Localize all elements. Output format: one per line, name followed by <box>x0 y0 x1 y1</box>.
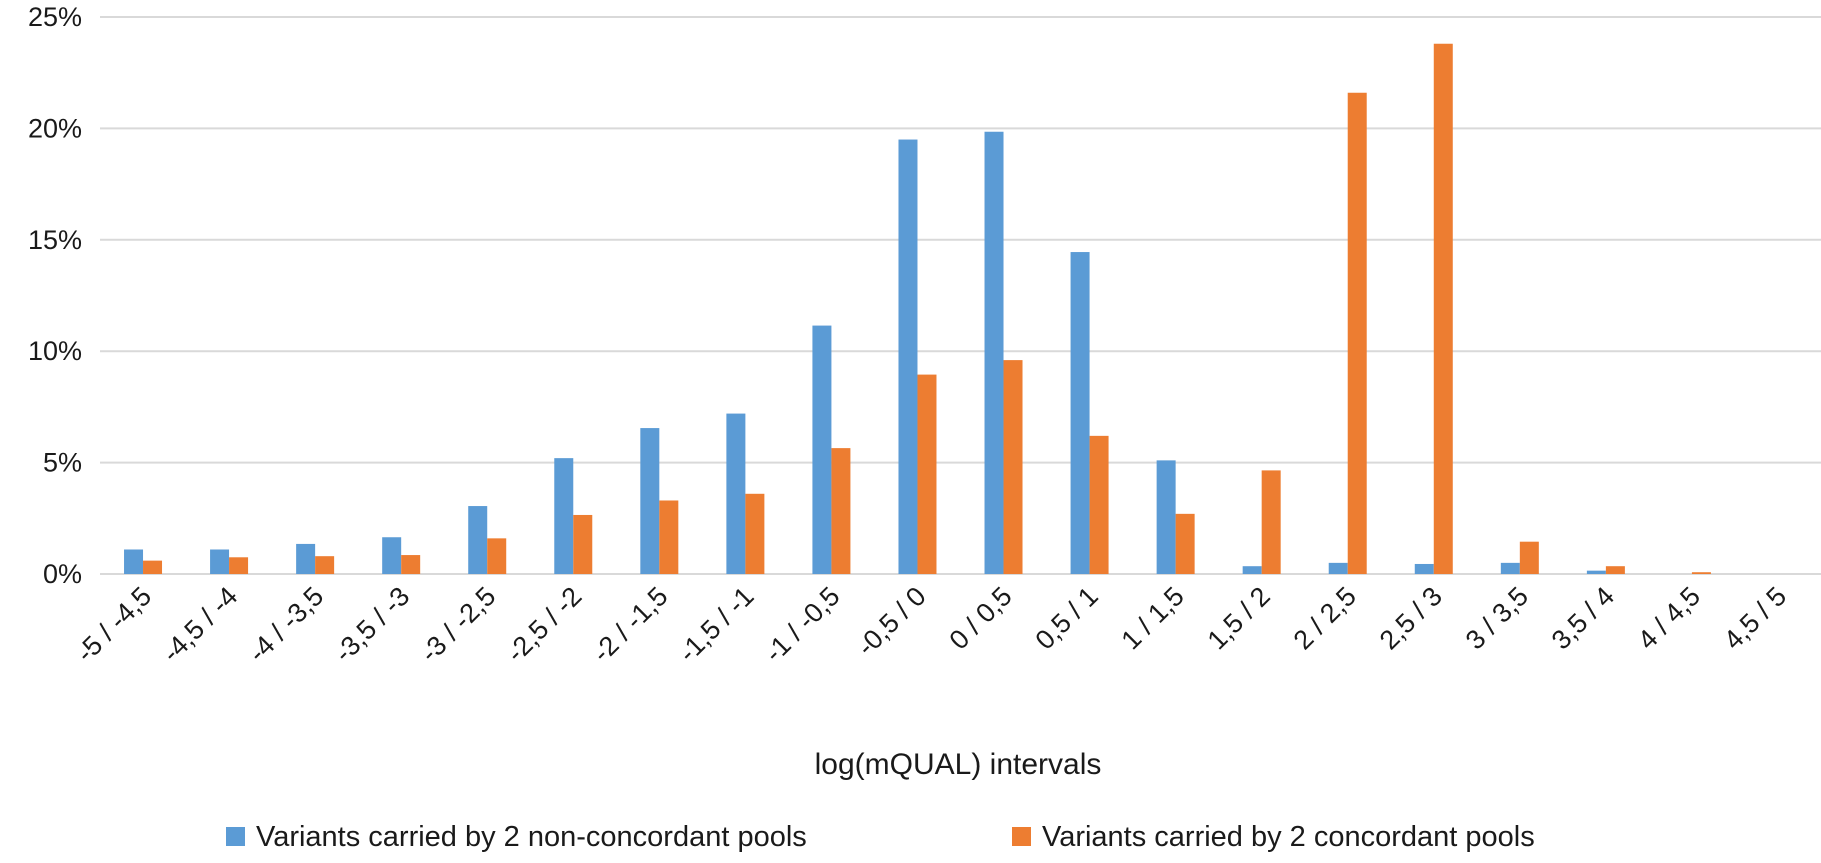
bar-non-concordant <box>1242 566 1262 574</box>
y-axis-ticks: 0% 5% 10% 15% 20% 25% <box>28 2 82 589</box>
x-tick-label: -4 / -3,5 <box>242 581 329 668</box>
x-tick-label: -1,5 / -1 <box>673 581 760 668</box>
bar-non-concordant <box>468 506 488 574</box>
x-tick-label: 3 / 3,5 <box>1460 581 1534 655</box>
bar-non-concordant <box>296 543 316 574</box>
legend-swatch <box>226 827 245 846</box>
gridlines <box>100 16 1821 575</box>
x-tick-label: 1 / 1,5 <box>1116 581 1190 655</box>
bar-concordant <box>831 448 851 574</box>
x-tick-label: -4,5 / -4 <box>156 581 243 668</box>
y-tick-label: 20% <box>28 113 82 143</box>
x-tick-label: 2 / 2,5 <box>1288 581 1362 655</box>
y-tick-label: 15% <box>28 225 82 255</box>
bar-concordant <box>229 557 249 574</box>
bar-non-concordant <box>1156 460 1176 574</box>
bar-non-concordant <box>898 139 918 575</box>
bar-concordant <box>1261 470 1281 574</box>
x-tick-label: 0,5 / 1 <box>1030 581 1104 655</box>
bar-concordant <box>487 538 507 574</box>
x-tick-label: -3 / -2,5 <box>414 581 501 668</box>
bar-non-concordant <box>1586 570 1606 574</box>
bar-non-concordant <box>554 458 574 574</box>
bar-concordant <box>1433 43 1453 575</box>
bar-concordant <box>315 556 335 574</box>
x-tick-label: -1 / -0,5 <box>759 581 846 668</box>
legend-swatch <box>1012 827 1031 846</box>
bar-non-concordant <box>1414 563 1434 574</box>
bar-concordant <box>1003 360 1023 574</box>
x-tick-label: -0,5 / 0 <box>851 581 932 662</box>
x-tick-label: 4 / 4,5 <box>1632 581 1706 655</box>
x-tick-label: 2,5 / 3 <box>1374 581 1448 655</box>
bar-concordant <box>401 555 421 574</box>
bar-concordant <box>573 514 593 574</box>
bar-concordant <box>745 493 765 574</box>
bar-non-concordant <box>640 428 660 574</box>
x-tick-label: 4,5 / 5 <box>1718 581 1792 655</box>
bar-non-concordant <box>1070 252 1090 575</box>
x-tick-label: -3,5 / -3 <box>328 581 415 668</box>
x-axis-ticks: -5 / -4,5 -4,5 / -4 -4 / -3,5 -3,5 / -3 -3 /… <box>70 581 1792 668</box>
y-tick-label: 10% <box>28 336 82 366</box>
bar-non-concordant <box>1500 562 1520 574</box>
bar-non-concordant <box>726 413 746 574</box>
x-tick-label: -2 / -1,5 <box>587 581 674 668</box>
y-tick-label: 0% <box>43 559 82 589</box>
x-tick-label: 3,5 / 4 <box>1546 581 1620 655</box>
bar-concordant <box>143 560 163 574</box>
bar-non-concordant <box>812 325 832 574</box>
bar-non-concordant <box>210 549 230 574</box>
y-tick-label: 5% <box>43 448 82 478</box>
legend-label: Variants carried by 2 non-concordant poo… <box>256 821 807 853</box>
bar-concordant <box>1605 566 1625 574</box>
x-tick-label: -5 / -4,5 <box>70 581 157 668</box>
bar-concordant <box>659 500 679 574</box>
x-tick-label: -2,5 / -2 <box>501 581 588 668</box>
bar-concordant <box>917 374 937 574</box>
bar-non-concordant <box>1328 562 1348 574</box>
x-tick-label: 1,5 / 2 <box>1202 581 1276 655</box>
legend-label: Variants carried by 2 concordant pools <box>1042 821 1535 853</box>
bar-concordant <box>1089 435 1109 574</box>
x-axis-title: log(mQUAL) intervals <box>815 748 1102 781</box>
bar-concordant <box>1691 572 1711 574</box>
bars <box>124 43 1711 575</box>
bar-concordant <box>1519 541 1539 574</box>
bar-non-concordant <box>984 131 1004 575</box>
bar-concordant <box>1347 92 1367 574</box>
legend: Variants carried by 2 non-concordant poo… <box>226 821 1535 853</box>
x-tick-label: 0 / 0,5 <box>943 581 1017 655</box>
bar-concordant <box>1175 513 1195 574</box>
bar-non-concordant <box>124 549 144 574</box>
y-tick-label: 25% <box>28 2 82 32</box>
bar-non-concordant <box>382 537 402 574</box>
